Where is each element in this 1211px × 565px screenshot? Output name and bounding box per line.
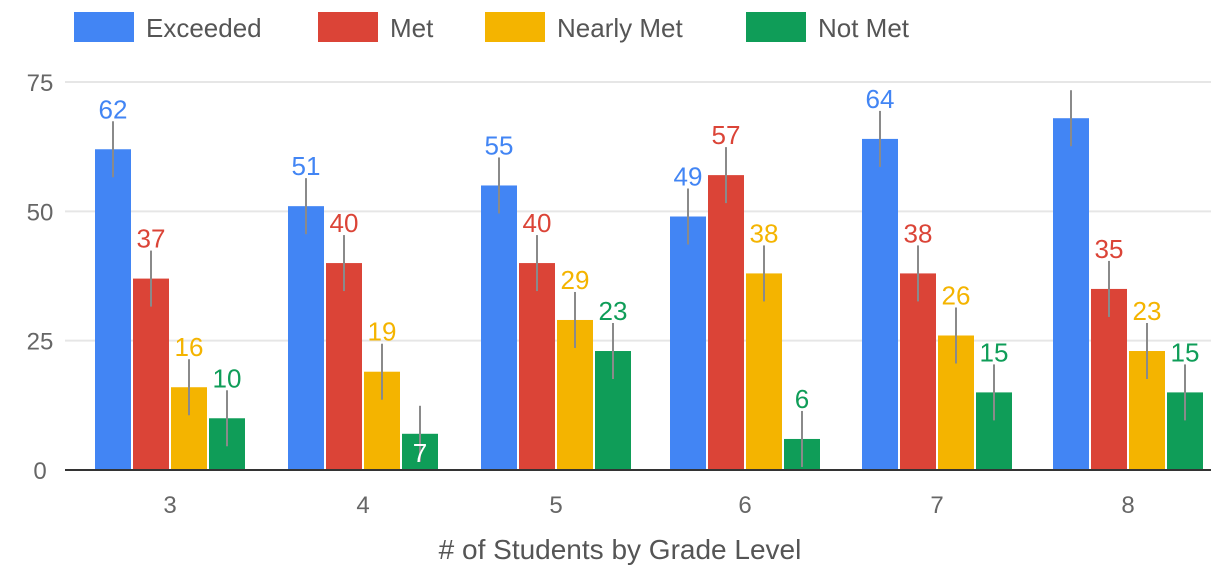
data-label: 57 (712, 120, 741, 150)
legend-label: Not Met (818, 13, 910, 43)
bar (708, 175, 744, 470)
legend-swatch (746, 12, 806, 42)
data-label: 15 (980, 337, 1009, 367)
y-tick-label: 0 (33, 458, 46, 485)
data-label: 35 (1095, 234, 1124, 264)
data-label: 19 (368, 317, 397, 347)
bar (519, 263, 555, 470)
legend-swatch (74, 12, 134, 42)
legend-swatch (318, 12, 378, 42)
data-label: 62 (99, 94, 128, 124)
data-label: 55 (485, 130, 514, 160)
data-label: 64 (866, 84, 895, 114)
y-tick-label: 50 (27, 199, 54, 226)
bar (1091, 288, 1127, 470)
bar (862, 138, 898, 470)
data-label: 6 (795, 384, 809, 414)
data-label: 40 (523, 208, 552, 238)
data-label: 23 (1133, 296, 1162, 326)
data-label: 10 (213, 363, 242, 393)
bar (746, 273, 782, 470)
y-tick-label: 75 (27, 70, 54, 97)
x-tick-label: 4 (356, 492, 369, 519)
data-label: 38 (904, 218, 933, 248)
data-label: 26 (942, 280, 971, 310)
bar (1053, 118, 1089, 471)
legend-label: Exceeded (146, 13, 262, 43)
data-label: 49 (674, 162, 703, 192)
bar (326, 263, 362, 470)
data-label: 51 (292, 151, 321, 181)
x-tick-label: 6 (738, 492, 751, 519)
bar (133, 278, 169, 470)
x-tick-label: 3 (163, 492, 176, 519)
x-tick-label: 8 (1121, 492, 1134, 519)
data-label: 23 (599, 296, 628, 326)
legend-label: Nearly Met (557, 13, 683, 43)
data-label: 15 (1171, 337, 1200, 367)
data-label: 29 (561, 265, 590, 295)
data-label: 7 (413, 438, 427, 468)
x-axis-title: # of Students by Grade Level (439, 534, 802, 565)
x-tick-label: 5 (549, 492, 562, 519)
bar (95, 149, 131, 470)
data-label: 40 (330, 208, 359, 238)
bar (481, 185, 517, 470)
legend-label: Met (390, 13, 434, 43)
legend-swatch (485, 12, 545, 42)
bar (900, 273, 936, 470)
data-label: 37 (137, 224, 166, 254)
bar (288, 206, 324, 470)
bar (670, 216, 706, 470)
x-tick-label: 7 (930, 492, 943, 519)
y-tick-label: 25 (27, 329, 54, 356)
data-label: 16 (175, 332, 204, 362)
data-label: 38 (750, 218, 779, 248)
